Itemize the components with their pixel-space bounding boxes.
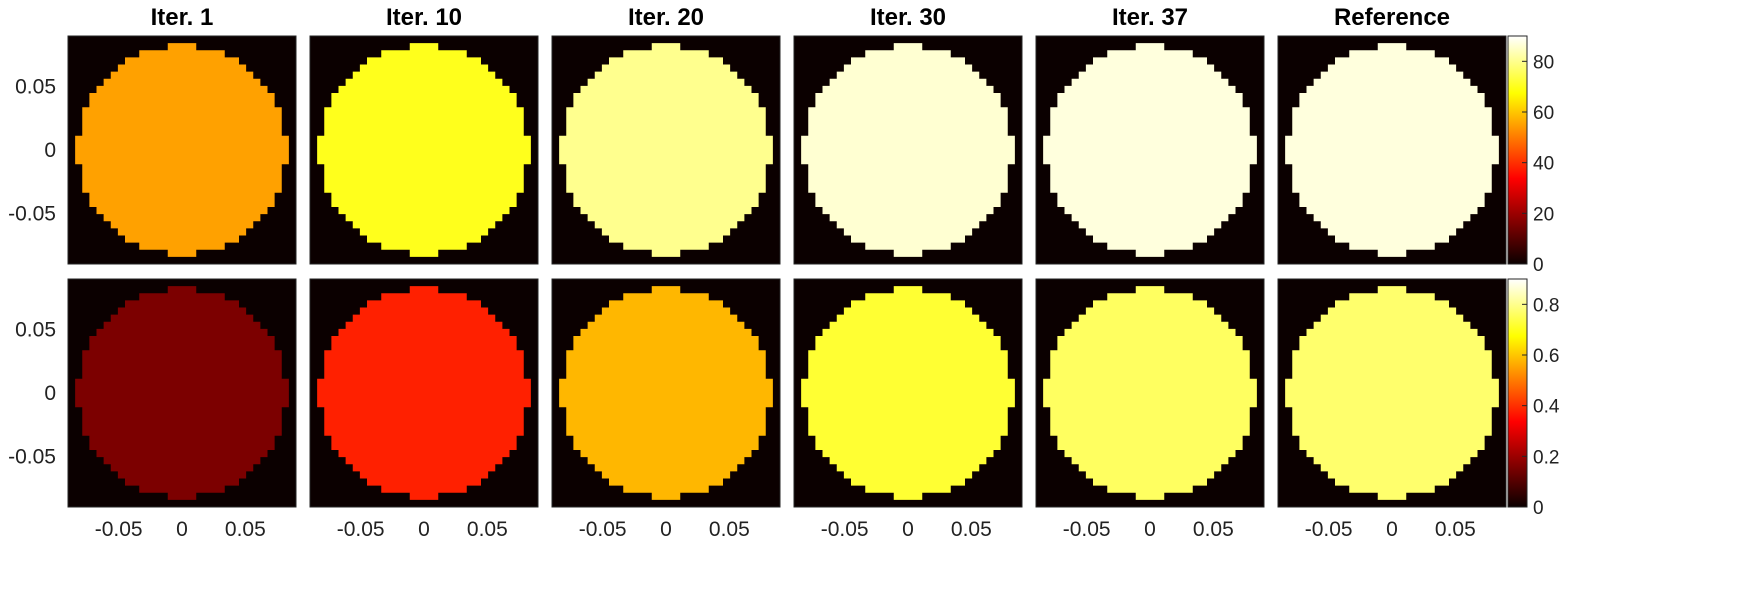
heatmap-panel	[309, 35, 539, 265]
y-tick-label: -0.05	[8, 202, 56, 225]
panels	[67, 35, 1507, 508]
colorbar-tick-label: 0.2	[1533, 447, 1559, 468]
x-tick-label: 0.05	[225, 518, 266, 541]
panel-frame	[1035, 35, 1265, 265]
colorbar-tick-label: 0.4	[1533, 397, 1560, 418]
heatmap-panel	[551, 35, 781, 265]
colorbar-tick-label: 40	[1533, 154, 1554, 175]
x-tick-label: 0	[418, 518, 430, 541]
colorbar-tick-label: 0	[1533, 255, 1544, 276]
disk-region	[1043, 286, 1257, 500]
colorbar: 0.8 0.6 0.4 0.2 0	[1507, 278, 1560, 519]
panel-frame	[1277, 35, 1507, 265]
colorbar-tick-label: 80	[1533, 52, 1554, 73]
disk-region	[801, 286, 1015, 500]
colorbar-gradient	[1507, 278, 1528, 508]
x-tick-label: -0.05	[1305, 518, 1353, 541]
x-tick-label: 0	[660, 518, 672, 541]
heatmap-panel	[551, 278, 781, 508]
disk-region	[1285, 286, 1499, 500]
heatmap-panel	[793, 278, 1023, 508]
disk-region	[801, 43, 1015, 257]
heatmap-panel	[793, 35, 1023, 265]
x-tick-label: 0	[1144, 518, 1156, 541]
heatmap-panel	[67, 35, 297, 265]
disk-region	[559, 286, 773, 500]
column-title: Iter. 20	[628, 4, 704, 31]
panel-frame	[551, 278, 781, 508]
panel-frame	[309, 278, 539, 508]
panel-frame	[67, 35, 297, 265]
y-tick-labels: 0.05 0 -0.05 0.05 0 -0.05	[8, 76, 56, 469]
colorbar-tick-label: 0	[1533, 498, 1544, 519]
x-tick-label: 0	[902, 518, 914, 541]
disk-region	[75, 43, 289, 257]
disk-region	[317, 286, 531, 500]
panel-frame	[551, 35, 781, 265]
y-tick-label: -0.05	[8, 445, 56, 468]
colorbar-tick-label: 20	[1533, 204, 1554, 225]
heatmap-panel	[1277, 278, 1507, 508]
disk-region	[559, 43, 773, 257]
x-tick-label: -0.05	[579, 518, 627, 541]
y-tick-label: 0	[44, 382, 56, 405]
panel-frame	[793, 278, 1023, 508]
x-tick-label: 0	[176, 518, 188, 541]
colorbar: 80 60 40 20 0	[1507, 35, 1554, 276]
x-tick-label: 0.05	[951, 518, 992, 541]
panel-frame	[793, 35, 1023, 265]
column-title: Reference	[1334, 4, 1450, 31]
heatmap-panel	[1035, 278, 1265, 508]
x-tick-label: -0.05	[1063, 518, 1111, 541]
column-titles: Iter. 1 Iter. 10 Iter. 20 Iter. 30 Iter. 37 R…	[151, 4, 1450, 31]
disk-region	[1285, 43, 1499, 257]
x-tick-label: 0.05	[1435, 518, 1476, 541]
x-tick-label: -0.05	[337, 518, 385, 541]
heatmap-panel	[309, 278, 539, 508]
y-tick-label: 0	[44, 139, 56, 162]
x-tick-label: -0.05	[95, 518, 143, 541]
heatmap-panel	[1277, 35, 1507, 265]
disk-region	[317, 43, 531, 257]
panel-frame	[1277, 278, 1507, 508]
heatmap-panel	[67, 278, 297, 508]
y-tick-label: 0.05	[15, 319, 56, 342]
panel-frame	[309, 35, 539, 265]
heatmap-panel	[1035, 35, 1265, 265]
colorbar-tick-label: 0.6	[1533, 346, 1559, 367]
colorbar-tick-label: 60	[1533, 103, 1554, 124]
y-tick-label: 0.05	[15, 76, 56, 99]
disk-region	[1043, 43, 1257, 257]
x-tick-label: 0.05	[467, 518, 508, 541]
panel-frame	[67, 278, 297, 508]
colorbar-gradient	[1507, 35, 1528, 265]
colorbar-tick-label: 0.8	[1533, 295, 1559, 316]
disk-region	[75, 286, 289, 500]
colorbars: 80 60 40 20 0 0.8 0.6 0.4 0.2 0	[1507, 35, 1560, 519]
x-tick-label: 0	[1386, 518, 1398, 541]
column-title: Iter. 1	[151, 4, 214, 31]
x-tick-label: 0.05	[709, 518, 750, 541]
column-title: Iter. 37	[1112, 4, 1188, 31]
x-tick-label: -0.05	[821, 518, 869, 541]
column-title: Iter. 30	[870, 4, 946, 31]
x-tick-label: 0.05	[1193, 518, 1234, 541]
panel-frame	[1035, 278, 1265, 508]
x-tick-labels: -0.05 0 0.05 -0.05 0 0.05 -0.05 0 0.05 -0.05 0 0.05…	[95, 518, 1476, 541]
column-title: Iter. 10	[386, 4, 462, 31]
